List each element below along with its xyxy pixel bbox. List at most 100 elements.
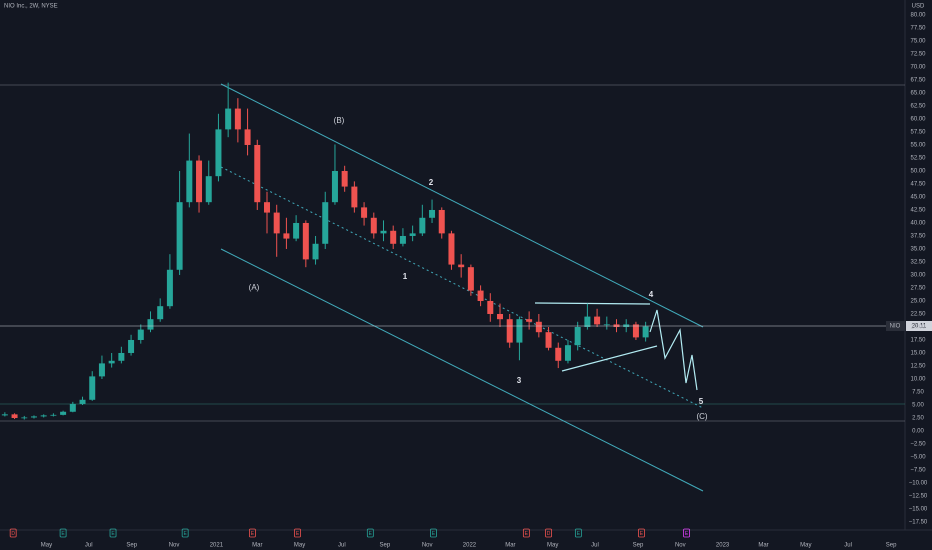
event-marker — [294, 528, 301, 538]
candle-body — [1, 414, 8, 416]
y-tick-label: 30.00 — [910, 273, 926, 279]
y-tick-label: 5.00 — [912, 403, 924, 409]
y-tick-label: 42.50 — [910, 208, 926, 214]
candle-body — [331, 170, 338, 203]
y-tick-label: 80.00 — [910, 13, 926, 19]
x-tick-label: May — [800, 543, 811, 549]
candle-body — [69, 403, 76, 412]
chart-title: NIO Inc., 2W, NYSE — [4, 4, 58, 10]
candle-body — [30, 416, 37, 418]
candle-body — [322, 202, 329, 244]
wave-label: 2 — [429, 178, 434, 187]
y-tick-label: 60.00 — [910, 117, 926, 123]
y-tick-label: 47.50 — [910, 182, 926, 188]
event-marker — [522, 528, 530, 538]
candle-body — [603, 324, 610, 326]
candle-body — [341, 170, 348, 187]
candle-body — [458, 264, 465, 268]
y-tick-label: 7.50 — [912, 390, 924, 396]
y-tick-label: 17.50 — [910, 338, 926, 344]
wave-label: 1 — [403, 272, 408, 281]
symbol-tag — [886, 321, 905, 331]
y-tick-label: 27.50 — [910, 286, 926, 292]
y-tick-label: 35.00 — [910, 247, 926, 253]
candle-body — [60, 411, 67, 415]
candle-body — [564, 345, 571, 361]
x-tick-label: Sep — [633, 543, 644, 549]
candle-body — [487, 300, 494, 314]
y-tick-label: 2.50 — [912, 416, 924, 422]
wave-label: 5 — [699, 397, 704, 406]
event-marker — [574, 528, 582, 538]
x-tick-label: Mar — [505, 543, 515, 549]
candle-body — [176, 202, 183, 270]
candle-body — [108, 360, 115, 364]
event-marker — [181, 528, 189, 538]
channel-upper — [220, 83, 704, 328]
candle-body — [361, 207, 368, 218]
event-marker — [249, 528, 256, 538]
event-label: E — [640, 531, 644, 537]
candle-body — [244, 129, 251, 145]
x-tick-label: May — [547, 543, 558, 549]
event-label: D — [11, 531, 15, 537]
candle-body — [477, 290, 484, 301]
event-marker — [366, 528, 374, 538]
event-marker — [109, 528, 117, 538]
wave-label: (C) — [696, 412, 707, 421]
candle-body — [594, 316, 601, 325]
y-tick-label: −10.00 — [909, 481, 928, 487]
y-tick-label: 62.50 — [910, 104, 926, 110]
currency-label: USD — [912, 4, 925, 10]
candle-body — [21, 417, 28, 419]
event-marker — [545, 528, 552, 538]
candle-body — [380, 230, 387, 234]
candle-body — [312, 243, 319, 260]
event-label: E — [432, 531, 436, 537]
x-tick-label: Nov — [169, 543, 180, 549]
y-tick-label: −2.50 — [910, 442, 926, 448]
triangle-top — [534, 302, 651, 305]
x-tick-label: Nov — [422, 543, 433, 549]
y-tick-label: 70.00 — [910, 65, 926, 71]
candle-body — [555, 347, 562, 361]
y-tick-label: 10.00 — [910, 377, 926, 383]
y-tick-label: 12.50 — [910, 364, 926, 370]
triangle-bottom — [561, 345, 658, 372]
x-tick-label: Jul — [338, 543, 346, 549]
candle-body — [11, 414, 18, 418]
y-tick-label: 57.50 — [910, 130, 926, 136]
candle-body — [535, 321, 542, 333]
candle-body — [118, 352, 125, 361]
y-tick-label: 20.00 — [910, 325, 926, 331]
x-tick-label: 2021 — [210, 543, 224, 549]
event-label: E — [369, 531, 373, 537]
event-label: E — [685, 531, 689, 537]
y-tick-label: −17.50 — [909, 520, 928, 526]
y-tick-label: 52.50 — [910, 156, 926, 162]
x-tick-label: May — [41, 543, 52, 549]
event-marker — [430, 528, 437, 538]
candle-body — [351, 186, 358, 208]
candle-body — [448, 233, 455, 265]
candle-body — [79, 399, 86, 404]
y-tick-label: −5.00 — [910, 455, 926, 461]
y-tick-label: 37.50 — [910, 234, 926, 240]
candle-body — [98, 363, 105, 377]
x-tick-label: Jul — [591, 543, 599, 549]
candle-body — [516, 319, 523, 343]
candle-body — [196, 160, 203, 203]
event-label: E — [111, 531, 115, 537]
last-price-label: 20.11 — [912, 324, 927, 330]
candle-body — [584, 316, 591, 327]
y-tick-label: 75.00 — [910, 39, 926, 45]
candle-body — [166, 269, 173, 307]
candle-body — [409, 233, 416, 236]
candle-body — [234, 108, 241, 130]
candle-body — [370, 217, 377, 234]
y-tick-label: 50.00 — [910, 169, 926, 175]
x-tick-label: 2022 — [463, 543, 477, 549]
candle-body — [263, 202, 270, 213]
